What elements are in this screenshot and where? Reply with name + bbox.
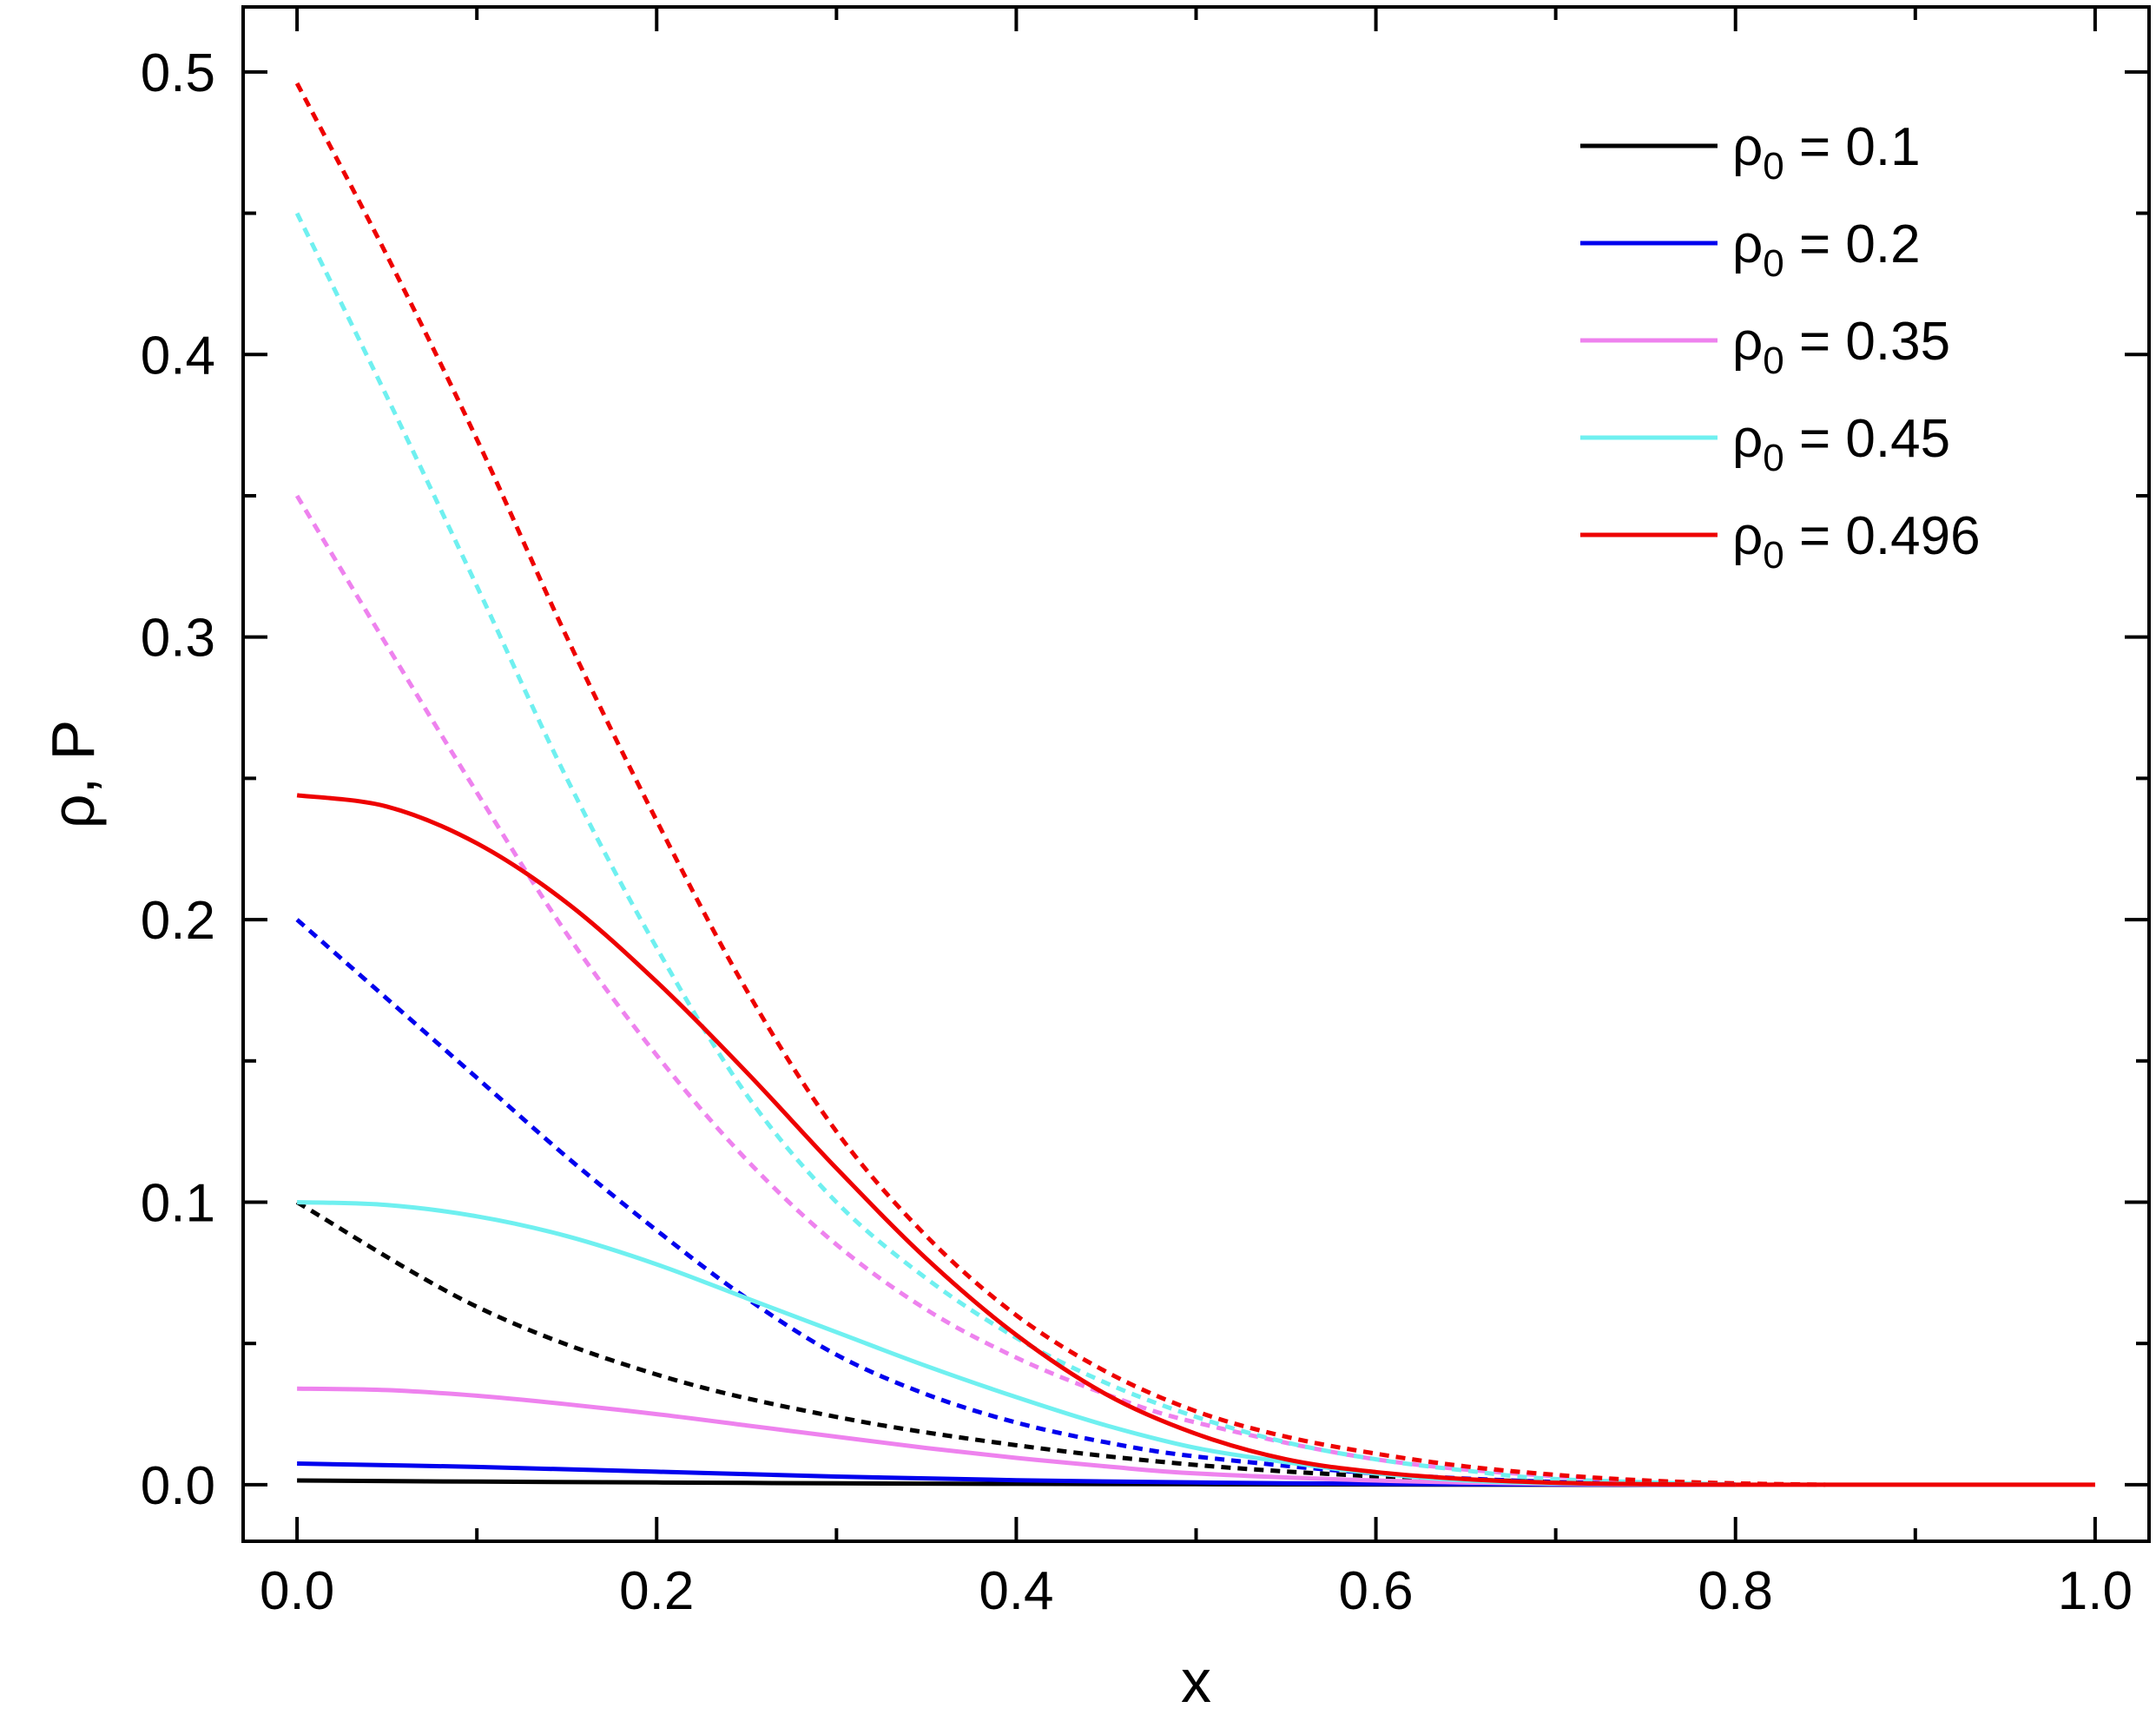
legend-symbol: ρ — [1732, 117, 1763, 177]
y-tick-label: 0.1 — [141, 1174, 215, 1234]
y-tick-label: 0.5 — [141, 43, 215, 103]
series-0-pressure-dashed-line — [295, 1200, 1736, 1487]
plot-lines — [294, 82, 2095, 1487]
x-tick-labels: 0.0 0.2 0.4 0.6 0.8 1.0 — [260, 1561, 2133, 1621]
series-2-pressure-dashed-line — [294, 494, 1736, 1487]
legend-label-0: ρ0 = 0.1 — [1732, 117, 1921, 188]
legend-value: = 0.35 — [1784, 312, 1950, 372]
x-tick-label: 0.0 — [260, 1561, 334, 1621]
x-tick-label: 0.8 — [1698, 1561, 1773, 1621]
legend-subscript: 0 — [1763, 534, 1783, 577]
legend-label-1: ρ0 = 0.2 — [1732, 214, 1921, 285]
y-tick-label: 0.3 — [141, 609, 215, 669]
legend-subscript: 0 — [1763, 437, 1783, 479]
series-4-density-solid-line — [296, 793, 1736, 1487]
series-4-pressure-dashed-line — [294, 82, 1826, 1487]
y-tick-label: 0.4 — [141, 326, 215, 386]
legend-symbol: ρ — [1732, 409, 1763, 469]
x-tick-label: 0.6 — [1338, 1561, 1413, 1621]
legend-value: = 0.496 — [1784, 506, 1981, 566]
legend-label-4: ρ0 = 0.496 — [1732, 506, 1981, 577]
series-3-pressure-dashed-line — [294, 212, 1736, 1487]
legend-label-3: ρ0 = 0.45 — [1732, 409, 1950, 479]
series-3-density-solid-line — [297, 1200, 1736, 1487]
legend-value: = 0.1 — [1784, 117, 1921, 177]
y-tick-label: 0.2 — [141, 891, 215, 951]
y-tick-labels: 0.0 0.1 0.2 0.3 0.4 0.5 — [141, 43, 215, 1516]
legend-value: = 0.2 — [1784, 214, 1921, 274]
legend-value: = 0.45 — [1784, 409, 1950, 469]
x-tick-label: 1.0 — [2058, 1561, 2133, 1621]
x-tick-label: 0.2 — [619, 1561, 694, 1621]
axis-ticks — [243, 7, 2149, 1541]
legend-subscript: 0 — [1763, 242, 1783, 285]
legend-subscript: 0 — [1763, 145, 1783, 188]
legend-symbol: ρ — [1732, 312, 1763, 372]
legend-symbol: ρ — [1732, 214, 1763, 274]
y-axis-title: ρ, P — [39, 720, 107, 828]
legend-subscript: 0 — [1763, 340, 1783, 382]
x-tick-label: 0.4 — [979, 1561, 1053, 1621]
y-tick-label: 0.0 — [141, 1456, 215, 1516]
legend-label-2: ρ0 = 0.35 — [1732, 312, 1950, 382]
legend-symbol: ρ — [1732, 506, 1763, 566]
series-2-density-solid-line — [297, 1386, 1736, 1487]
x-axis-title: x — [1181, 1647, 1211, 1715]
